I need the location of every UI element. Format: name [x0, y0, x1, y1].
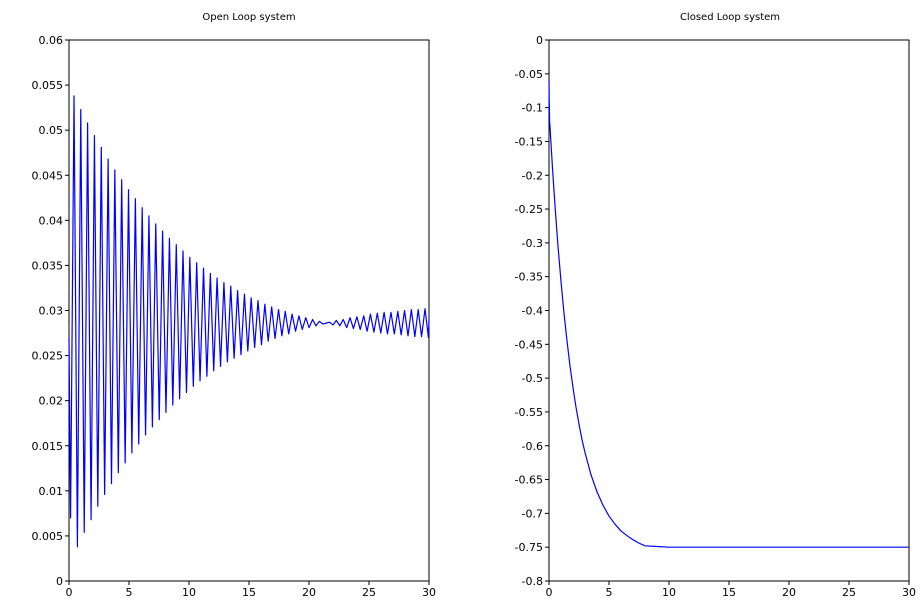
open-loop-x-tick-label-6: 30: [422, 586, 436, 599]
open-loop-x-tick-label-2: 10: [182, 586, 196, 599]
open-loop-y-tick-label-0: 0: [56, 575, 63, 588]
closed-loop-y-tick-label-3: -0.15: [515, 135, 543, 148]
closed-loop-y-tick-label-0: 0: [536, 34, 543, 47]
closed-loop-chart: Closed Loop system 0 5 10 15 20 25 30 0 -0.05 -0.…: [515, 12, 916, 599]
open-loop-x-tick-label-0: 0: [66, 586, 73, 599]
open-loop-x-tick-label-1: 5: [126, 586, 133, 599]
closed-loop-y-tick-label-11: -0.55: [515, 406, 543, 419]
closed-loop-y-tick-label-13: -0.65: [515, 474, 543, 487]
open-loop-x-tick-label-4: 20: [302, 586, 316, 599]
closed-loop-x-tick-label-2: 10: [662, 586, 676, 599]
open-loop-response-line: [68, 95, 430, 548]
open-loop-y-tick-label-8: 0.04: [39, 214, 64, 227]
closed-loop-x-tick-label-0: 0: [546, 586, 553, 599]
closed-loop-title: Closed Loop system: [680, 12, 780, 23]
open-loop-y-tick-label-1: 0.005: [32, 530, 64, 543]
open-loop-y-tick-label-11: 0.055: [32, 79, 64, 92]
open-loop-y-tick-label-9: 0.045: [32, 169, 64, 182]
closed-loop-y-tick-label-6: -0.3: [522, 237, 543, 250]
open-loop-x-tick-label-5: 25: [362, 586, 376, 599]
closed-loop-y-tick-label-7: -0.35: [515, 271, 543, 284]
closed-loop-x-tick-label-1: 5: [606, 586, 613, 599]
closed-loop-y-tick-label-8: -0.4: [522, 305, 543, 318]
open-loop-y-tick-label-2: 0.01: [39, 485, 64, 498]
closed-loop-ticks: 0 5 10 15 20 25 30 0 -0.05 -0.1 -0.15 -0.2 -0.25 -0.3…: [515, 34, 916, 599]
closed-loop-y-tick-label-10: -0.5: [522, 372, 543, 385]
closed-loop-x-tick-label-5: 25: [842, 586, 856, 599]
open-loop-x-tick-label-3: 15: [242, 586, 256, 599]
closed-loop-y-tick-label-4: -0.2: [522, 169, 543, 182]
open-loop-title: Open Loop system: [202, 12, 295, 23]
closed-loop-plot-frame: [548, 39, 910, 582]
open-loop-y-tick-label-5: 0.025: [32, 350, 64, 363]
closed-loop-x-tick-label-4: 20: [782, 586, 796, 599]
open-loop-y-tick-label-3: 0.015: [32, 440, 64, 453]
open-loop-y-tick-label-7: 0.035: [32, 259, 64, 272]
open-loop-chart: Open Loop system 0 5 10 15 20 25 3000.0050.010…: [32, 12, 437, 599]
closed-loop-y-tick-label-1: -0.05: [515, 68, 543, 81]
closed-loop-x-tick-label-6: 30: [902, 586, 916, 599]
open-loop-y-tick-label-10: 0.05: [39, 124, 64, 137]
open-loop-y-tick-label-4: 0.02: [39, 395, 64, 408]
open-loop-y-tick-label-6: 0.03: [39, 305, 64, 318]
open-loop-y-tick-label-12: 0.06: [39, 34, 64, 47]
closed-loop-y-tick-label-9: -0.45: [515, 338, 543, 351]
closed-loop-response-line: [548, 80, 909, 548]
closed-loop-y-tick-label-15: -0.75: [515, 541, 543, 554]
open-loop-ticks: 0 5 10 15 20 25 30 0 0.005 0.01 0.015 0.02 0.025 0.03…: [32, 34, 437, 599]
closed-loop-y-tick-label-16: -0.8: [522, 575, 543, 588]
closed-loop-y-tick-label-12: -0.6: [522, 440, 543, 453]
closed-loop-x-tick-label-3: 15: [722, 586, 736, 599]
closed-loop-y-tick-label-14: -0.7: [522, 507, 543, 520]
closed-loop-y-tick-label-5: -0.25: [515, 203, 543, 216]
closed-loop-y-tick-label-2: -0.1: [522, 102, 543, 115]
